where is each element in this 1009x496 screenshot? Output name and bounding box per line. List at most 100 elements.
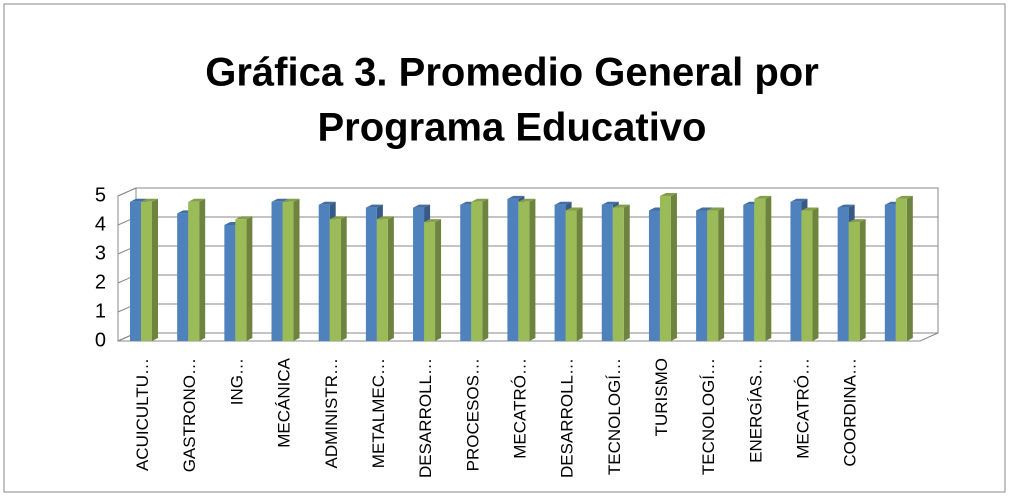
bar xyxy=(565,210,577,341)
bar-side xyxy=(387,216,394,341)
bar-side xyxy=(812,207,819,341)
bar-side xyxy=(623,204,630,341)
bar-side xyxy=(340,216,347,341)
bar xyxy=(224,225,236,341)
bar-side xyxy=(670,193,677,341)
bar-side xyxy=(199,198,206,341)
bar xyxy=(471,201,483,341)
x-tick-label: TECNOLOGÍ… xyxy=(605,358,624,475)
bar-side xyxy=(246,216,253,341)
y-tick-label: 1 xyxy=(95,300,106,322)
bar-top xyxy=(376,216,394,220)
bar xyxy=(282,201,294,341)
bar-top xyxy=(130,198,147,202)
bar xyxy=(884,204,896,341)
x-tick-label: MECÁNICA xyxy=(275,357,294,447)
bar xyxy=(554,204,566,341)
x-tick-label: ADMINISTR… xyxy=(322,358,341,469)
bar-side xyxy=(152,198,158,341)
bar-top xyxy=(837,204,855,208)
bar-top xyxy=(471,198,489,202)
bar-top xyxy=(507,195,525,199)
bar xyxy=(837,207,849,341)
bar xyxy=(790,201,802,341)
bar xyxy=(612,207,624,341)
bar xyxy=(696,210,708,341)
bar xyxy=(801,210,813,341)
y-tick-label: 2 xyxy=(95,271,106,293)
bar-side xyxy=(576,207,583,341)
bar xyxy=(318,204,330,341)
bar-top xyxy=(895,195,913,199)
bar xyxy=(754,198,766,341)
bar xyxy=(659,196,671,341)
chart-title: Programa Educativo xyxy=(317,106,706,150)
bar-top xyxy=(848,219,866,223)
bar-side xyxy=(482,198,489,341)
bar-top xyxy=(329,216,347,220)
bar xyxy=(413,207,425,341)
bar-top xyxy=(235,216,253,220)
x-tick-label: DESARROLL… xyxy=(558,358,577,478)
x-tick-label: MECATRÓ… xyxy=(510,358,529,459)
bar xyxy=(329,219,341,341)
bar xyxy=(188,201,200,341)
bar-side xyxy=(435,219,442,341)
bar-top xyxy=(282,198,300,202)
bar-side xyxy=(293,198,300,341)
bar xyxy=(235,219,247,341)
bar xyxy=(743,204,755,341)
bar-top xyxy=(518,198,536,202)
bar xyxy=(895,198,907,341)
y-tick-label: 4 xyxy=(95,213,106,235)
bar-top xyxy=(707,207,725,211)
chart-title: Gráfica 3. Promedio General por xyxy=(205,51,819,95)
bar xyxy=(376,219,388,341)
y-tick-label: 0 xyxy=(95,329,106,351)
x-tick-label: MECATRÓ… xyxy=(794,358,813,459)
y-tick-label: 3 xyxy=(95,242,106,264)
bar xyxy=(460,204,472,341)
x-tick-label: ENERGÍAS… xyxy=(746,358,765,463)
bar-top xyxy=(365,204,383,208)
bar xyxy=(424,222,436,341)
x-tick-label: TURISMO xyxy=(652,358,671,436)
bar-side xyxy=(529,198,536,341)
bar-top xyxy=(271,198,289,202)
x-tick-label: METALMEC… xyxy=(369,358,388,468)
bar-top xyxy=(601,201,619,205)
grid-line xyxy=(117,187,137,197)
bar-top xyxy=(554,201,572,205)
bar-side xyxy=(765,195,772,341)
x-tick-label: TECNOLOGÍ… xyxy=(699,358,718,475)
bar-top xyxy=(659,193,677,196)
bar-top xyxy=(565,207,583,211)
x-tick-label: ACUICULTU… xyxy=(133,358,152,471)
bar xyxy=(648,210,660,341)
x-tick-label: COORDINA… xyxy=(841,358,860,467)
bar-top xyxy=(696,207,714,211)
bar-side xyxy=(718,207,725,341)
bar-top xyxy=(318,201,336,205)
bar-side xyxy=(859,219,866,341)
bar xyxy=(130,201,141,341)
y-tick-label: 5 xyxy=(95,184,106,206)
bar-top xyxy=(790,198,808,202)
bar xyxy=(271,201,283,341)
bar xyxy=(177,213,189,341)
bar-top xyxy=(801,207,819,211)
bar-top xyxy=(141,198,158,202)
bar xyxy=(141,201,152,341)
bar-top xyxy=(188,198,206,202)
bar-top xyxy=(612,204,630,208)
x-tick-label: DESARROLL… xyxy=(416,358,435,478)
bar xyxy=(507,198,519,341)
bar xyxy=(518,201,530,341)
bar xyxy=(707,210,719,341)
x-tick-label: GASTRONO… xyxy=(180,358,199,472)
bar-top xyxy=(424,219,442,223)
x-tick-label: ING… xyxy=(227,358,246,405)
x-tick-label: PROCESOS… xyxy=(463,358,482,471)
bar xyxy=(365,207,377,341)
